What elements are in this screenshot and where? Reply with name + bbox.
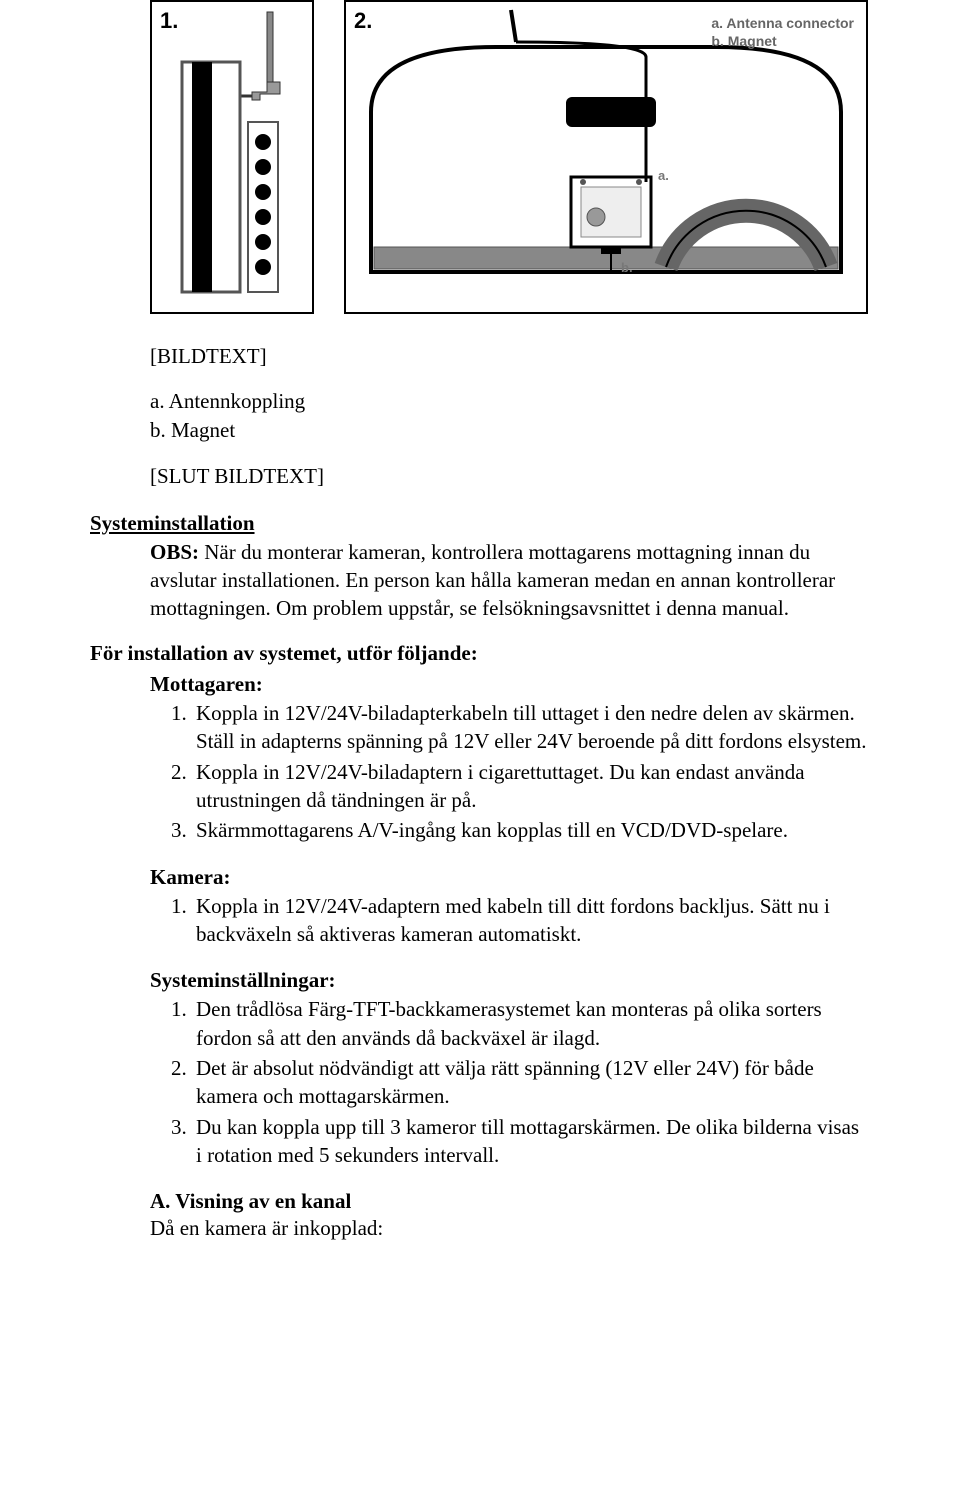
svg-text:b.: b. <box>621 260 633 275</box>
bildtext-items: a. Antennkoppling b. Magnet <box>150 387 870 446</box>
bildtext-open: [BILDTEXT] <box>150 344 870 369</box>
figure-2-legend-a: a. Antenna connector <box>711 14 854 32</box>
install-steps-title: För installation av systemet, utför följ… <box>90 641 870 666</box>
obs-label: OBS: <box>150 540 199 564</box>
kamera-list: Koppla in 12V/24V-adaptern med kabeln ti… <box>150 892 870 949</box>
section-a-heading: A. Visning av en kanal <box>150 1189 870 1214</box>
mottagaren-label: Mottagaren: <box>150 672 870 697</box>
figure-1-number: 1. <box>160 8 178 34</box>
bildtext-b: b. Magnet <box>150 416 870 445</box>
list-item: Skärmmottagarens A/V-ingång kan kopplas … <box>192 816 870 844</box>
figure-1-drawing <box>152 2 312 312</box>
list-item: Den trådlösa Färg-TFT-backkamerasystemet… <box>192 995 870 1052</box>
document-page: 1. 2. a. Anten <box>0 0 960 1281</box>
figure-1: 1. <box>150 0 314 314</box>
systeminstallation-title: Systeminstallation <box>90 511 870 536</box>
bildtext-block: [BILDTEXT] a. Antennkoppling b. Magnet [… <box>150 344 870 489</box>
bildtext-a: a. Antennkoppling <box>150 387 870 416</box>
sysinst-label: Systeminställningar: <box>150 968 870 993</box>
mottagaren-section: Mottagaren: Koppla in 12V/24V-biladapter… <box>150 672 870 1241</box>
list-item: Koppla in 12V/24V-biladaptern i cigarett… <box>192 758 870 815</box>
list-item: Du kan koppla upp till 3 kameror till mo… <box>192 1113 870 1170</box>
sysinst-list: Den trådlösa Färg-TFT-backkamerasystemet… <box>150 995 870 1169</box>
figure-2-legend-b: b. Magnet <box>711 32 854 50</box>
figure-2-number: 2. <box>354 8 372 34</box>
bildtext-close: [SLUT BILDTEXT] <box>150 464 870 489</box>
list-item: Koppla in 12V/24V-biladapterkabeln till … <box>192 699 870 756</box>
obs-block: OBS: När du monterar kameran, kontroller… <box>150 538 870 623</box>
list-item: Det är absolut nödvändigt att välja rätt… <box>192 1054 870 1111</box>
svg-text:a.: a. <box>658 168 669 183</box>
figure-2-legend: a. Antenna connector b. Magnet <box>711 14 854 50</box>
list-item: Koppla in 12V/24V-adaptern med kabeln ti… <box>192 892 870 949</box>
section-a-line: Då en kamera är inkopplad: <box>150 1216 870 1241</box>
figures-row: 1. 2. a. Anten <box>90 0 870 314</box>
kamera-label: Kamera: <box>150 865 870 890</box>
mottagaren-list: Koppla in 12V/24V-biladapterkabeln till … <box>150 699 870 845</box>
obs-text: När du monterar kameran, kontrollera mot… <box>150 540 835 621</box>
figure-2: 2. a. Antenna connector b. Magnet <box>344 0 868 314</box>
